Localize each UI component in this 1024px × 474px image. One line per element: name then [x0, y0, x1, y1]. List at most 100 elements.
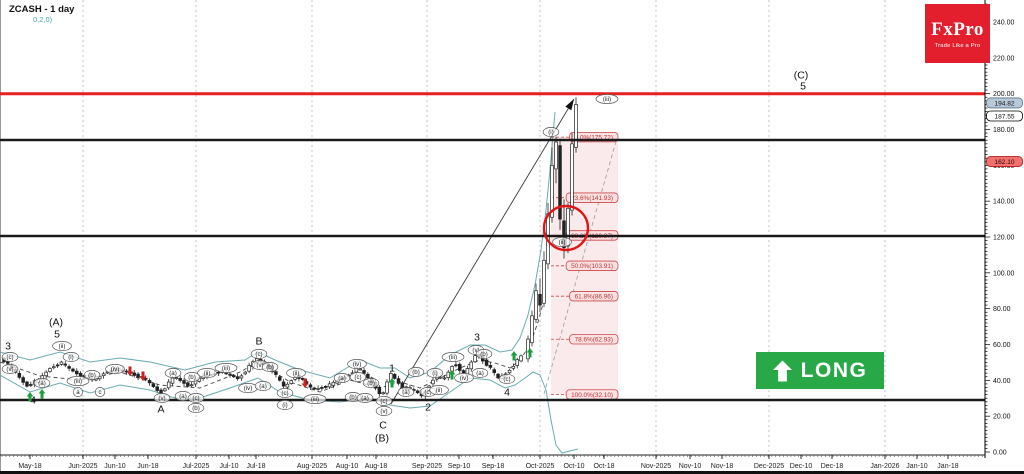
svg-text:May-18: May-18 [18, 463, 41, 470]
svg-text:0.0%(175.72): 0.0%(175.72) [575, 135, 613, 142]
svg-text:(iv): (iv) [460, 375, 469, 382]
svg-text:B: B [255, 336, 262, 348]
svg-text:(i): (i) [282, 402, 288, 409]
svg-text:194.82: 194.82 [994, 100, 1015, 107]
svg-text:140.00: 140.00 [993, 199, 1015, 206]
svg-text:120.00: 120.00 [993, 234, 1015, 241]
svg-text:C: C [379, 420, 387, 432]
svg-text:Jan-18: Jan-18 [937, 463, 959, 470]
svg-text:(i): (i) [68, 354, 74, 361]
svg-text:162.10: 162.10 [994, 159, 1015, 166]
svg-text:Sep-2025: Sep-2025 [412, 463, 442, 470]
svg-text:Jan-10: Jan-10 [906, 463, 928, 470]
svg-text:Sep-18: Sep-18 [482, 463, 505, 470]
svg-text:200.00: 200.00 [993, 91, 1015, 98]
svg-text:Dec-10: Dec-10 [790, 463, 813, 470]
svg-text:(b): (b) [480, 351, 488, 358]
paxis-layer: 240.00220.00200.00180.00160.00140.00120.… [984, 0, 1024, 474]
svg-text:Aug-18: Aug-18 [365, 463, 388, 470]
svg-text:(iv): (iv) [353, 361, 362, 368]
svg-text:(iv): (iv) [244, 385, 253, 392]
svg-text:Jun-10: Jun-10 [104, 463, 126, 470]
svg-text:A: A [157, 404, 164, 416]
svg-text:Nov-18: Nov-18 [711, 463, 734, 470]
fib-layer: 0.0%(175.72)23.6%(141.93)38.2%(120.87)50… [543, 132, 619, 400]
svg-text:(A): (A) [49, 317, 63, 329]
svg-text:Jun-18: Jun-18 [137, 463, 159, 470]
svg-text:100.00: 100.00 [993, 270, 1015, 277]
indicator-params: 0,2,0) [33, 14, 53, 24]
svg-text:(v): (v) [6, 366, 13, 373]
svg-text:(b): (b) [266, 364, 274, 371]
svg-text:(a): (a) [38, 380, 46, 387]
fxpro-logo-title: FxPro [931, 18, 984, 40]
svg-text:(v): (v) [380, 408, 387, 415]
long-signal-banner: LONG [756, 352, 884, 389]
fxpro-logo: FxPro Trade Like a Pro [925, 4, 990, 63]
svg-text:(a): (a) [402, 389, 410, 396]
long-signal-label: LONG [800, 358, 868, 382]
svg-text:187.55: 187.55 [994, 113, 1015, 120]
svg-text:(b): (b) [412, 369, 420, 376]
svg-text:(b): (b) [192, 405, 200, 412]
svg-text:Dec-2025: Dec-2025 [754, 463, 784, 470]
svg-text:Jun-2025: Jun-2025 [68, 463, 97, 470]
svg-text:(i): (i) [548, 129, 554, 136]
svg-text:5: 5 [800, 81, 806, 93]
svg-text:(a): (a) [361, 395, 369, 402]
svg-text:240.00: 240.00 [993, 19, 1015, 26]
svg-text:20.00: 20.00 [993, 414, 1011, 421]
svg-text:100.0%(32.10): 100.0%(32.10) [571, 392, 613, 399]
svg-text:(ii): (ii) [204, 370, 211, 377]
svg-text:Aug-10: Aug-10 [336, 463, 359, 470]
svg-text:Oct-2025: Oct-2025 [526, 463, 555, 470]
svg-text:61.8%(86.96): 61.8%(86.96) [575, 294, 613, 301]
svg-text:180.00: 180.00 [993, 127, 1015, 134]
svg-text:50.0%(103.91): 50.0%(103.91) [571, 263, 613, 270]
svg-text:Oct-10: Oct-10 [563, 463, 584, 470]
svg-text:(v): (v) [158, 395, 165, 402]
svg-text:(i): (i) [432, 370, 438, 377]
svg-text:78.6%(62.93): 78.6%(62.93) [575, 337, 613, 344]
svg-text:Jul-10: Jul-10 [219, 463, 238, 470]
svg-text:(v): (v) [256, 362, 263, 369]
svg-text:(c): (c) [354, 374, 361, 381]
arrows-layer [26, 348, 534, 402]
svg-text:60.00: 60.00 [993, 342, 1011, 349]
svg-text:0.00: 0.00 [993, 450, 1007, 457]
taxis-layer: May-18 Jun-2025 Jun-10 Jun-18 Jul-2025 Jul-10… [0, 454, 1024, 474]
svg-text:23.6%(141.93): 23.6%(141.93) [571, 195, 613, 202]
svg-text:(b): (b) [349, 394, 357, 401]
svg-text:(c): (c) [380, 398, 387, 405]
svg-text:3: 3 [5, 341, 11, 353]
svg-text:(b): (b) [367, 380, 375, 387]
svg-text:(iii): (iii) [74, 378, 82, 385]
symbol-title: ZCASH - 1 day [9, 4, 75, 15]
svg-text:(a): (a) [179, 393, 187, 400]
svg-text:2: 2 [425, 402, 431, 414]
svg-text:(c): (c) [6, 354, 13, 361]
svg-text:(a): (a) [338, 375, 346, 382]
svg-text:Dec-18: Dec-18 [821, 463, 844, 470]
svg-text:(c): (c) [503, 376, 510, 383]
svg-text:Oct-18: Oct-18 [593, 463, 614, 470]
svg-text:(c): (c) [281, 390, 288, 397]
svg-text:(iii): (iii) [222, 365, 230, 372]
svg-text:Sep-10: Sep-10 [448, 463, 471, 470]
svg-text:Jul-2025: Jul-2025 [183, 463, 210, 470]
svg-text:c: c [98, 389, 101, 396]
svg-text:(a): (a) [169, 370, 177, 377]
waves-layer: (c)(v)(ii)(i)(iii)(iv)(a)(b)a c(a)(b)(ii)… [1, 70, 809, 445]
svg-text:(c): (c) [192, 395, 199, 402]
svg-text:220.00: 220.00 [993, 55, 1015, 62]
svg-text:4: 4 [504, 387, 510, 399]
svg-text:5: 5 [54, 329, 60, 341]
svg-text:Nov-10: Nov-10 [679, 463, 702, 470]
svg-text:(a): (a) [259, 383, 267, 390]
svg-text:40.00: 40.00 [993, 378, 1011, 385]
svg-text:(C): (C) [794, 70, 809, 82]
svg-text:(v): (v) [472, 347, 479, 354]
svg-text:(iii): (iii) [311, 396, 319, 403]
